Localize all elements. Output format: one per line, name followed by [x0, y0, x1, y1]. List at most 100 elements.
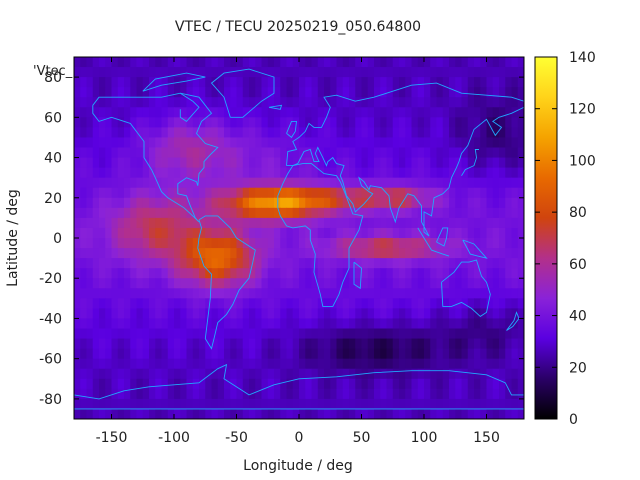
heat-cell	[155, 278, 163, 289]
heat-cell	[311, 318, 319, 330]
heat-cell	[467, 398, 475, 410]
heat-cell	[392, 298, 400, 309]
heat-cell	[455, 77, 463, 88]
heat-cell	[249, 157, 256, 169]
heat-cell	[455, 167, 463, 179]
heat-cell	[330, 77, 338, 88]
heat-cell	[311, 167, 319, 179]
heat-cell	[236, 318, 244, 330]
heat-cell	[511, 278, 519, 289]
heat-cell	[236, 258, 244, 269]
heat-cell	[511, 227, 519, 239]
heat-cell	[74, 378, 81, 390]
heat-cell	[367, 227, 375, 239]
heat-cell	[305, 398, 313, 410]
heat-cell	[367, 77, 375, 88]
heat-cell	[449, 338, 456, 350]
heat-cell	[455, 207, 463, 219]
heat-cell	[167, 308, 175, 320]
heat-cell	[467, 388, 475, 400]
heat-cell	[92, 348, 100, 360]
heat-cell	[417, 348, 425, 360]
heat-cell	[374, 258, 381, 269]
heat-cell	[174, 288, 181, 299]
heat-cell	[449, 328, 456, 340]
heat-cell	[242, 308, 250, 320]
heat-cell	[155, 57, 163, 68]
heat-cell	[361, 268, 369, 279]
heat-cell	[174, 167, 181, 179]
heat-cell	[236, 117, 244, 128]
heat-cell	[299, 167, 306, 179]
heat-cell	[474, 207, 481, 219]
heat-cell	[311, 338, 319, 350]
heat-cell	[430, 87, 438, 98]
heat-cell	[242, 358, 250, 370]
heat-cell	[430, 308, 438, 320]
heat-cell	[349, 87, 356, 98]
heat-cell	[411, 378, 419, 390]
heat-cell	[480, 167, 488, 179]
heat-cell	[180, 358, 188, 370]
heat-cell	[286, 378, 294, 390]
heat-cell	[261, 268, 269, 279]
heat-cell	[255, 408, 263, 419]
heat-cell	[117, 348, 125, 360]
heat-cell	[305, 388, 313, 400]
heat-cell	[186, 187, 194, 199]
heat-cell	[236, 358, 244, 370]
heat-cell	[86, 238, 94, 249]
heat-cell	[330, 67, 338, 78]
heat-cell	[217, 227, 225, 239]
heat-cell	[317, 288, 325, 299]
heat-cell	[324, 348, 331, 360]
heat-cell	[74, 227, 81, 239]
heat-cell	[105, 187, 113, 199]
heat-cell	[436, 107, 444, 118]
heat-cell	[361, 378, 369, 390]
heat-cell	[199, 167, 206, 179]
heat-cell	[330, 308, 338, 320]
heat-cell	[449, 147, 456, 159]
heat-cell	[267, 77, 275, 88]
heat-cell	[192, 227, 200, 239]
heat-cell	[224, 408, 231, 419]
heat-cell	[80, 408, 88, 419]
heat-cell	[236, 248, 244, 259]
heat-cell	[211, 137, 219, 149]
heat-cell	[205, 117, 213, 128]
heat-cell	[211, 147, 219, 159]
x-tick-label: -50	[225, 430, 248, 446]
heat-cell	[217, 197, 225, 209]
heat-cell	[136, 388, 144, 400]
heat-cell	[374, 77, 381, 88]
heat-cell	[330, 298, 338, 309]
heat-cell	[274, 207, 281, 219]
heat-cell	[149, 268, 156, 279]
heat-cell	[180, 107, 188, 118]
heat-cell	[261, 278, 269, 289]
coastline	[286, 106, 524, 237]
heat-cell	[311, 308, 319, 320]
heat-cell	[280, 117, 288, 128]
heat-cell	[142, 328, 150, 340]
heat-cell	[299, 157, 306, 169]
heat-cell	[105, 177, 113, 189]
heat-cell	[499, 288, 506, 299]
heat-cell	[386, 268, 394, 279]
heat-cell	[105, 408, 113, 419]
heat-cell	[367, 117, 375, 128]
heat-cell	[292, 248, 300, 259]
heat-cell	[111, 338, 119, 350]
heat-cell	[124, 197, 131, 209]
heat-cell	[92, 248, 100, 259]
heat-cell	[305, 57, 313, 68]
heat-cell	[80, 177, 88, 189]
heat-cell	[292, 127, 300, 139]
heat-cell	[486, 147, 494, 159]
heat-cell	[199, 278, 206, 289]
heat-cell	[442, 358, 450, 370]
heat-cell	[424, 288, 431, 299]
heat-cell	[311, 187, 319, 199]
heat-cell	[136, 77, 144, 88]
